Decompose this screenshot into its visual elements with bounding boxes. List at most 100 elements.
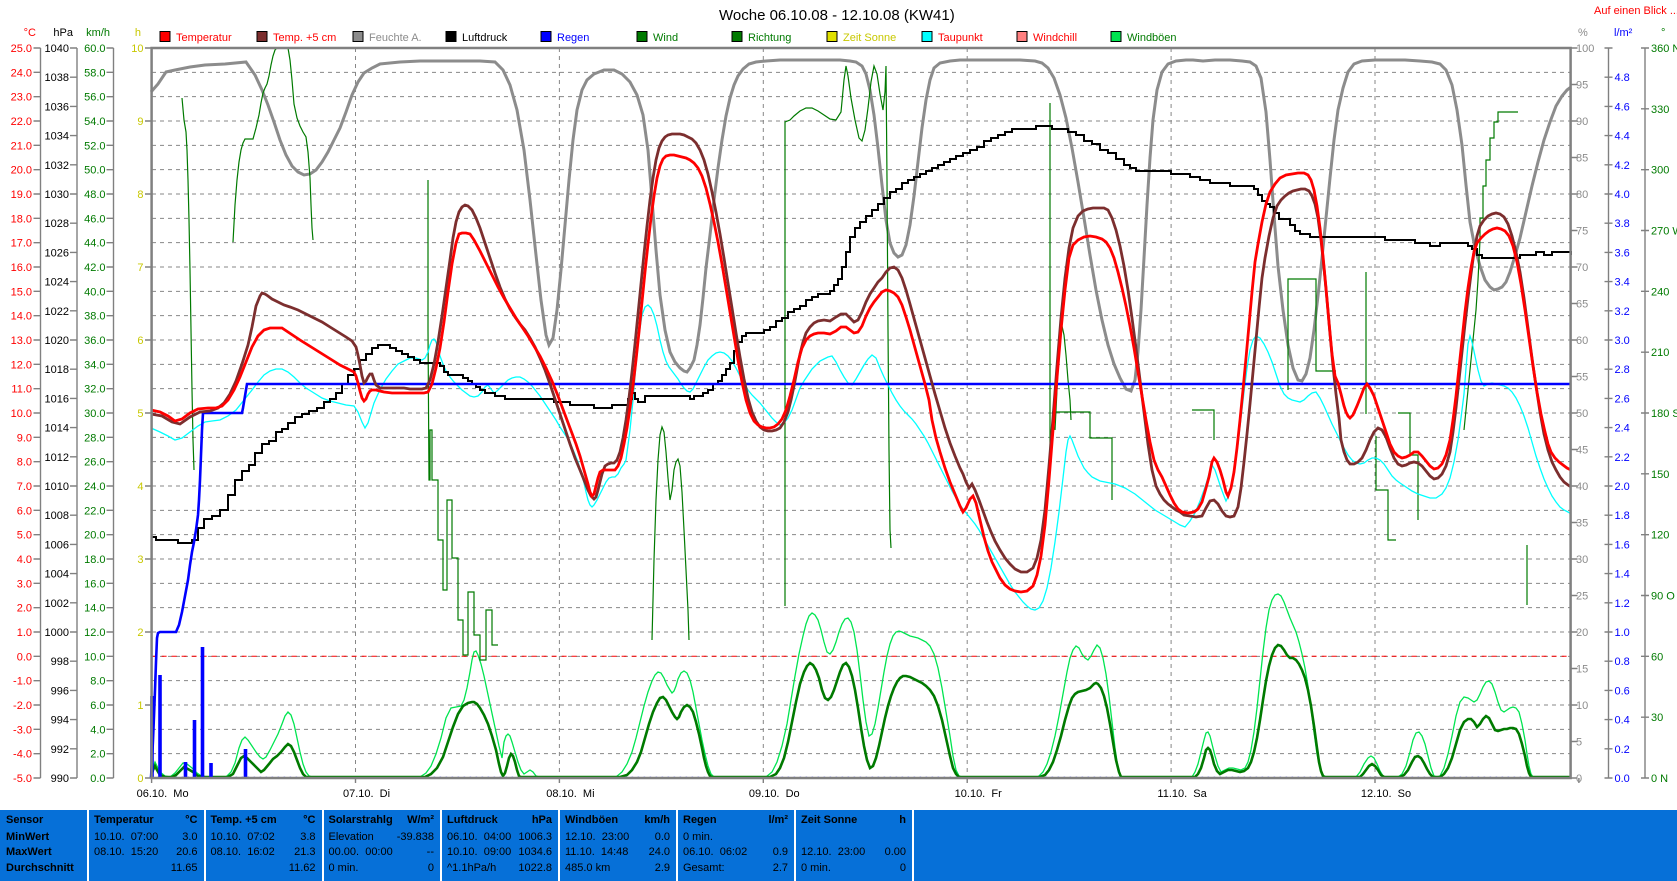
svg-text:20.0: 20.0 — [11, 165, 32, 177]
svg-text:1032: 1032 — [45, 160, 69, 172]
svg-text:40.0: 40.0 — [84, 286, 105, 298]
svg-text:25: 25 — [1576, 591, 1588, 603]
svg-text:-1.0: -1.0 — [13, 676, 32, 688]
svg-text:1: 1 — [137, 700, 143, 712]
svg-text:Woche 06.10.08 - 12.10.08 (KW4: Woche 06.10.08 - 12.10.08 (KW41) — [719, 7, 955, 24]
svg-text:2: 2 — [137, 627, 143, 639]
svg-text:996: 996 — [51, 685, 69, 697]
svg-text:4.2: 4.2 — [1615, 160, 1630, 172]
svg-text:1030: 1030 — [45, 189, 69, 201]
svg-text:10: 10 — [1576, 700, 1588, 712]
svg-text:45: 45 — [1576, 445, 1588, 457]
svg-text:9.0: 9.0 — [17, 432, 32, 444]
svg-text:1.2: 1.2 — [1615, 598, 1630, 610]
svg-text:998: 998 — [51, 656, 69, 668]
svg-text:1022: 1022 — [45, 306, 69, 318]
svg-text:1028: 1028 — [45, 218, 69, 230]
svg-text:1024: 1024 — [45, 277, 69, 289]
svg-text:06.10. Mo: 06.10. Mo — [137, 788, 189, 800]
svg-text:3.4: 3.4 — [1615, 277, 1630, 289]
svg-text:54.0: 54.0 — [84, 116, 105, 128]
svg-text:46.0: 46.0 — [84, 213, 105, 225]
svg-text:30: 30 — [1576, 554, 1588, 566]
svg-text:4.4: 4.4 — [1615, 131, 1630, 143]
svg-text:180 S: 180 S — [1651, 408, 1677, 420]
svg-text:20: 20 — [1576, 627, 1588, 639]
svg-text:2.8: 2.8 — [1615, 364, 1630, 376]
svg-text:18.0: 18.0 — [11, 213, 32, 225]
svg-text:12.0: 12.0 — [84, 627, 105, 639]
svg-text:0.0: 0.0 — [1615, 773, 1630, 785]
svg-text:25.0: 25.0 — [11, 43, 32, 55]
svg-text:3.0: 3.0 — [17, 578, 32, 590]
svg-text:90: 90 — [1576, 116, 1588, 128]
svg-text:60: 60 — [1576, 335, 1588, 347]
svg-text:5: 5 — [137, 408, 143, 420]
svg-text:2.2: 2.2 — [1615, 452, 1630, 464]
svg-text:3.6: 3.6 — [1615, 247, 1630, 259]
svg-text:6: 6 — [137, 335, 143, 347]
svg-text:990: 990 — [51, 773, 69, 785]
svg-text:1036: 1036 — [45, 101, 69, 113]
svg-text:30: 30 — [1651, 712, 1663, 724]
svg-text:50: 50 — [1576, 408, 1588, 420]
svg-text:0.0: 0.0 — [17, 651, 32, 663]
svg-text:4.0: 4.0 — [17, 554, 32, 566]
svg-text:23.0: 23.0 — [11, 92, 32, 104]
svg-text:3.2: 3.2 — [1615, 306, 1630, 318]
svg-text:35: 35 — [1576, 518, 1588, 530]
svg-text:992: 992 — [51, 744, 69, 756]
svg-text:Feuchte A.: Feuchte A. — [369, 32, 422, 44]
svg-text:20.0: 20.0 — [84, 530, 105, 542]
svg-text:40: 40 — [1576, 481, 1588, 493]
svg-text:-4.0: -4.0 — [13, 749, 32, 761]
svg-text:0 N: 0 N — [1651, 773, 1668, 785]
svg-text:994: 994 — [51, 715, 69, 727]
svg-text:km/h: km/h — [86, 27, 110, 39]
svg-text:300: 300 — [1651, 165, 1669, 177]
svg-text:l/m²: l/m² — [1614, 27, 1633, 39]
svg-text:4.8: 4.8 — [1615, 72, 1630, 84]
svg-text:-3.0: -3.0 — [13, 724, 32, 736]
svg-text:0.4: 0.4 — [1615, 715, 1630, 727]
svg-text:Regen: Regen — [557, 32, 589, 44]
svg-text:09.10. Do: 09.10. Do — [749, 788, 800, 800]
svg-text:44.0: 44.0 — [84, 238, 105, 250]
svg-text:2.0: 2.0 — [17, 603, 32, 615]
svg-text:0: 0 — [137, 773, 143, 785]
svg-text:Luftdruck: Luftdruck — [462, 32, 508, 44]
svg-text:56.0: 56.0 — [84, 92, 105, 104]
svg-text:65: 65 — [1576, 299, 1588, 311]
svg-text:1020: 1020 — [45, 335, 69, 347]
svg-text:1026: 1026 — [45, 247, 69, 259]
svg-text:42.0: 42.0 — [84, 262, 105, 274]
svg-text:24.0: 24.0 — [84, 481, 105, 493]
svg-text:8.0: 8.0 — [90, 676, 105, 688]
svg-text:1000: 1000 — [45, 627, 69, 639]
svg-text:0.8: 0.8 — [1615, 656, 1630, 668]
svg-text:10.0: 10.0 — [11, 408, 32, 420]
svg-text:1.6: 1.6 — [1615, 539, 1630, 551]
svg-text:16.0: 16.0 — [11, 262, 32, 274]
svg-text:Windchill: Windchill — [1033, 32, 1077, 44]
svg-text:Temperatur: Temperatur — [176, 32, 232, 44]
svg-text:10.10. Fr: 10.10. Fr — [955, 788, 1002, 800]
svg-text:60.0: 60.0 — [84, 43, 105, 55]
svg-text:34.0: 34.0 — [84, 359, 105, 371]
svg-text:55: 55 — [1576, 372, 1588, 384]
svg-text:9: 9 — [137, 116, 143, 128]
svg-text:0.0: 0.0 — [90, 773, 105, 785]
svg-text:8.0: 8.0 — [17, 457, 32, 469]
svg-text:18.0: 18.0 — [84, 554, 105, 566]
svg-text:30.0: 30.0 — [84, 408, 105, 420]
svg-text:1.4: 1.4 — [1615, 569, 1630, 581]
svg-text:58.0: 58.0 — [84, 67, 105, 79]
svg-text:1012: 1012 — [45, 452, 69, 464]
svg-text:240: 240 — [1651, 286, 1669, 298]
svg-text:4.6: 4.6 — [1615, 101, 1630, 113]
svg-text:2.6: 2.6 — [1615, 393, 1630, 405]
svg-text:08.10. Mi: 08.10. Mi — [546, 788, 594, 800]
svg-text:10.0: 10.0 — [84, 651, 105, 663]
svg-text:1016: 1016 — [45, 393, 69, 405]
svg-text:48.0: 48.0 — [84, 189, 105, 201]
